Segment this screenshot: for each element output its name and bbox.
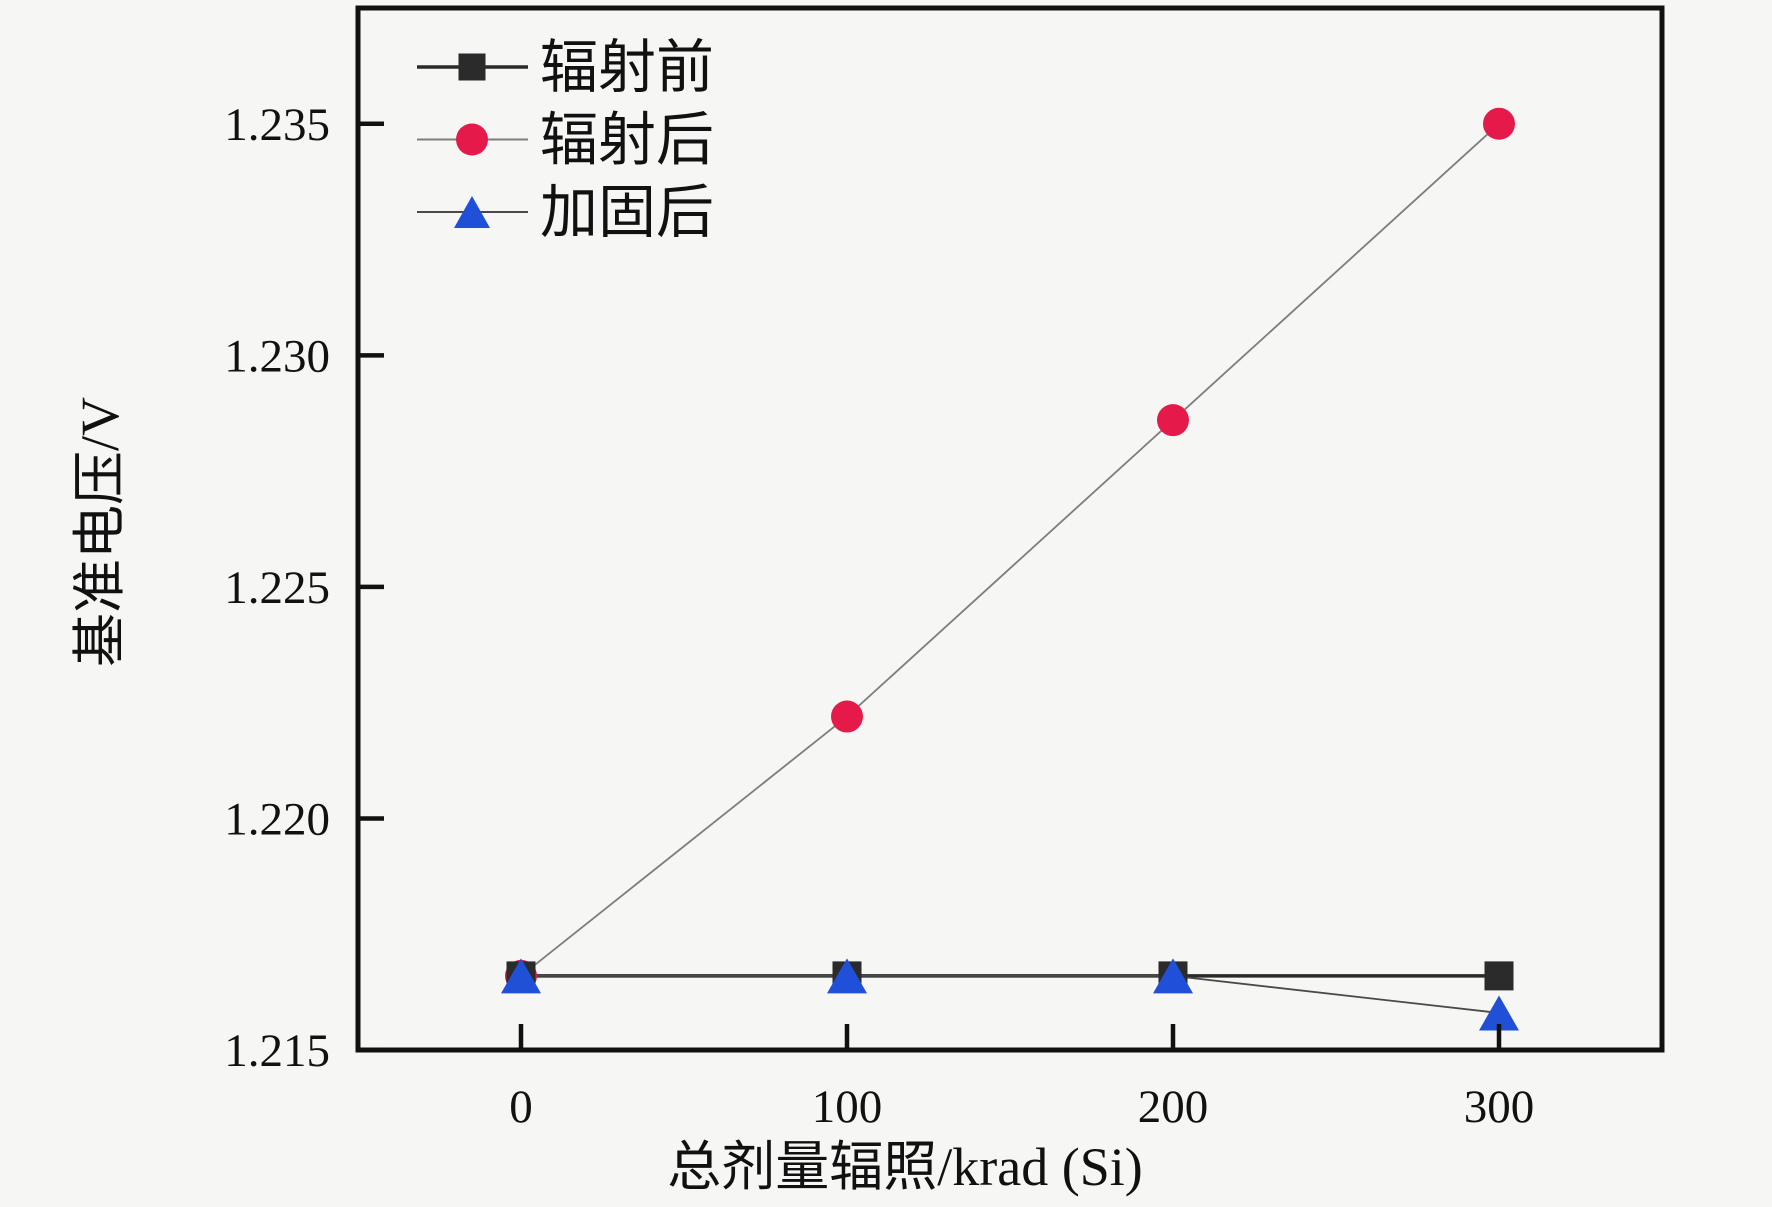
legend-entry: 辐射前 <box>417 35 714 100</box>
y-tick-label: 1.235 <box>224 99 330 151</box>
marker-triangle <box>454 196 490 228</box>
x-tick-label: 0 <box>509 1081 533 1133</box>
legend-entry: 加固后 <box>417 180 714 245</box>
marker-circle <box>831 700 863 733</box>
y-tick-label: 1.230 <box>224 330 330 382</box>
x-axis-title: 总剂量辐照/krad (Si) <box>667 1137 1142 1197</box>
series-line-circle <box>520 123 1500 977</box>
series-line-triangle <box>521 975 1500 1014</box>
y-tick-label: 1.225 <box>224 562 330 614</box>
marker-circle <box>1483 107 1515 140</box>
marker-circle <box>1157 404 1189 437</box>
marker-triangle <box>501 958 541 994</box>
x-tick-label: 300 <box>1464 1081 1535 1133</box>
y-tick-label: 1.215 <box>224 1025 330 1077</box>
plot-border <box>355 5 1665 1053</box>
y-axis-title: 基准电压/V <box>70 397 130 667</box>
series-lines-layer <box>520 123 1500 1014</box>
legend-label: 辐射后 <box>540 108 714 173</box>
marker-circle <box>456 123 488 156</box>
marker-square <box>458 53 486 81</box>
ticks-layer <box>360 121 1502 1053</box>
series-markers-layer <box>501 107 1519 1031</box>
y-tick-label: 1.220 <box>224 793 330 845</box>
tick-labels-layer: 1.215 1.220 1.225 1.230 1.235 0 100 200 300 <box>224 99 1534 1133</box>
marker-triangle <box>827 958 867 994</box>
axes-layer <box>355 5 1665 1053</box>
marker-triangle <box>1153 958 1193 994</box>
legend-entry: 辐射后 <box>417 108 714 173</box>
x-tick-label: 200 <box>1138 1081 1209 1133</box>
legend-label: 辐射前 <box>540 35 714 100</box>
x-tick-label: 100 <box>812 1081 883 1133</box>
legend-label: 加固后 <box>540 180 714 245</box>
marker-square <box>1484 961 1514 991</box>
marker-triangle <box>1479 995 1519 1031</box>
